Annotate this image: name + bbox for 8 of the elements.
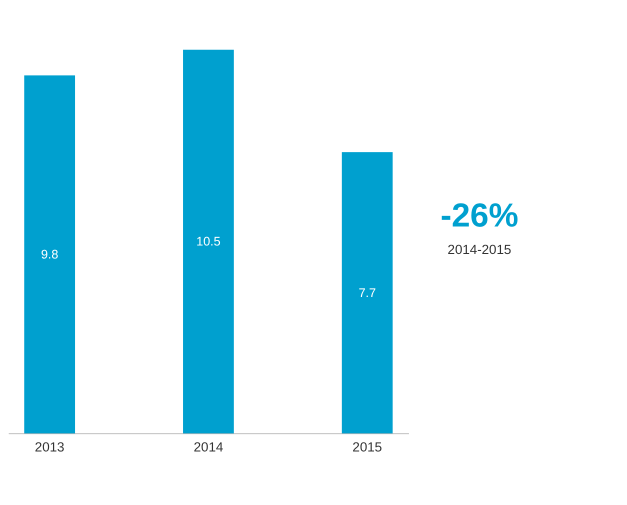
data-label: 9.8	[40, 248, 58, 262]
data-label: 7.7	[358, 286, 376, 300]
data-label: 10.5	[196, 234, 221, 249]
x-tick-label: 2013	[34, 439, 64, 454]
x-tick-label: 2015	[352, 439, 382, 454]
x-tick-label: 2014	[194, 439, 224, 454]
text: -26%	[440, 198, 518, 235]
text: 2014-2015	[448, 242, 512, 258]
